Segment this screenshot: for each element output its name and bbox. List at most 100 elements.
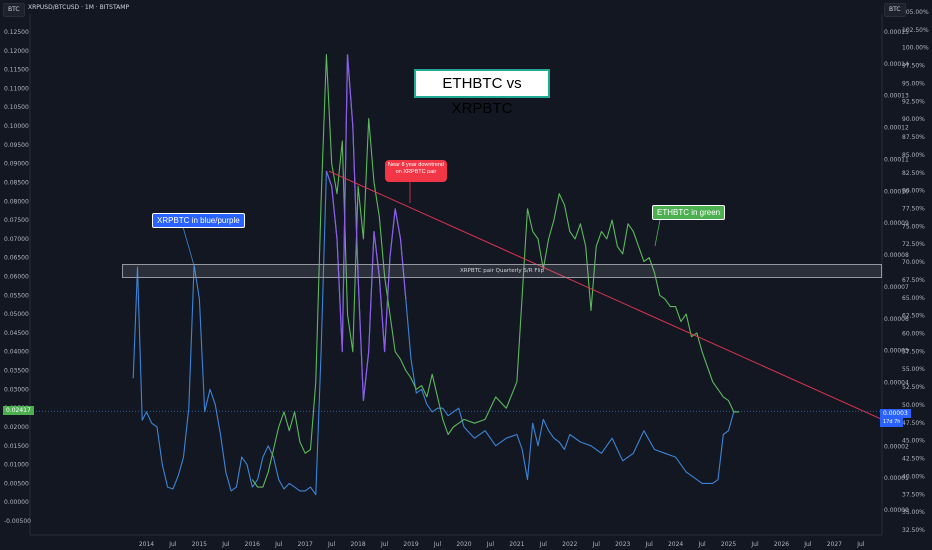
grid [29,14,883,536]
right-price-tick-label: 0.00014 [884,61,909,68]
right-percent-tick-label: 40.00% [902,473,925,480]
right-price-tick-label: 0.00010 [884,188,909,195]
left-tick-label: 0.11000 [4,85,29,92]
right-currency-badge[interactable]: BTC [884,3,906,17]
right-percent-tick-label: 72.50% [902,241,925,248]
eth-callout-arrow [654,219,661,247]
right-percent-tick-label: 82.50% [902,170,925,177]
left-tick-label: 0.09500 [4,142,29,149]
left-tick-label: 0.06000 [4,274,29,281]
x-tick-label: 2024 [668,541,683,548]
x-tick-label: Jul [274,541,283,548]
left-tick-label: 0.07500 [4,217,29,224]
left-tick-label: 0.03000 [4,386,29,393]
right-percent-tick-label: 47.50% [902,420,925,427]
right-price-tick-label: 0.00000 [884,507,909,514]
x-tick-label: Jul [592,541,601,548]
right-price-tick-label: 0.00001 [884,475,909,482]
right-percent-tick-label: 100.00% [902,45,929,52]
x-tick-label: 2027 [827,541,842,548]
xrp-callout: XRPBTC in blue/purple [152,213,245,228]
right-percent-tick-label: 90.00% [902,116,925,123]
x-tick-label: Jul [327,541,336,548]
x-tick-label: Jul [433,541,442,548]
right-percent-tick-label: 77.50% [902,205,925,212]
left-tick-label: 0.01500 [4,443,29,450]
x-tick-label: 2014 [139,541,154,548]
right-percent-tick-label: 52.50% [902,384,925,391]
symbol-label: XRPUSD/BTCUSD · 1M · BITSTAMP [28,4,130,11]
right-percent-tick-label: 105.00% [902,9,929,16]
right-percent-tick-label: 57.50% [902,348,925,355]
right-price-tick-label: 0.00013 [884,93,909,100]
right-percent-tick-label: 42.50% [902,456,925,463]
xrpbtc-purple-segment [325,54,407,401]
right-price-tick-label: 0.00004 [884,380,909,387]
right-percent-tick-label: 80.00% [902,188,925,195]
sr-flip-zone: XRPBTC pair Quarterly S/R Flip [122,264,882,278]
left-last-price: 0.02417 [3,406,34,415]
x-tick-label: Jul [803,541,812,548]
right-percent-tick-label: 35.00% [902,509,925,516]
right-percent-tick-label: 37.50% [902,491,925,498]
series-layer [30,54,883,496]
ethbtc-line [251,54,740,488]
right-percent-tick-label: 87.50% [902,134,925,141]
eth-callout: ETHBTC in green [652,205,726,220]
x-tick-label: 2015 [192,541,207,548]
right-price-tick-label: 0.00002 [884,443,909,450]
downtrend-callout-line1: Near 8 year downtrend [388,162,444,168]
right-percent-tick-label: 65.00% [902,295,925,302]
x-tick-label: Jul [645,541,654,548]
right-price-tick-label: 0.00008 [884,252,909,259]
right-percent-tick-label: 32.50% [902,527,925,534]
downtrend-line [328,170,883,420]
x-tick-label: Jul [539,541,548,548]
left-tick-label: 0.08000 [4,198,29,205]
right-percent-tick-label: 70.00% [902,259,925,266]
left-tick-label: 0.05000 [4,311,29,318]
left-tick-label: 0.10000 [4,123,29,130]
x-tick-label: 2017 [298,541,313,548]
left-tick-label: 0.05500 [4,292,29,299]
x-tick-label: Jul [856,541,865,548]
right-last-price: 0.00003 [880,409,911,418]
left-tick-label: 0.08500 [4,179,29,186]
left-tick-label: 0.00000 [4,499,29,506]
right-price-tick-label: 0.00011 [884,156,909,163]
left-tick-label: 0.04500 [4,330,29,337]
right-percent-tick-label: 92.50% [902,98,925,105]
x-tick-label: Jul [486,541,495,548]
left-tick-label: 0.06500 [4,255,29,262]
x-tick-label: 2026 [774,541,789,548]
right-price-tick-label: 0.00015 [884,29,909,36]
left-tick-label: 0.11500 [4,67,29,74]
x-tick-label: 2023 [615,541,630,548]
left-tick-label: 0.04000 [4,349,29,356]
left-tick-label: 0.02000 [4,424,29,431]
downtrend-callout-line2: on XRPBTC pair [395,169,437,175]
x-tick-label: Jul [697,541,706,548]
right-percent-tick-label: 95.00% [902,80,925,87]
right-percent-tick-label: 97.50% [902,63,925,70]
left-tick-label: 0.09000 [4,161,29,168]
x-tick-label: Jul [750,541,759,548]
right-percent-tick-label: 102.50% [902,27,929,34]
left-tick-label: -0.00500 [4,518,31,525]
right-price-tick-label: 0.00005 [884,348,909,355]
x-tick-label: 2022 [562,541,577,548]
left-tick-label: 0.10500 [4,104,29,111]
right-price-tick-label: 0.00007 [884,284,909,291]
xrp-callout-arrow [182,226,196,270]
downtrend-callout: Near 8 year downtrend on XRPBTC pair [385,160,447,182]
right-percent-tick-label: 62.50% [902,313,925,320]
left-currency-badge[interactable]: BTC [3,3,25,17]
right-percent-tick-label: 50.00% [902,402,925,409]
left-tick-label: 0.07000 [4,236,29,243]
right-price-tick-label: 0.00009 [884,220,909,227]
left-tick-label: 0.00500 [4,480,29,487]
right-percent-tick-label: 60.00% [902,331,925,338]
left-tick-label: 0.12000 [4,48,29,55]
right-percent-tick-label: 45.00% [902,438,925,445]
